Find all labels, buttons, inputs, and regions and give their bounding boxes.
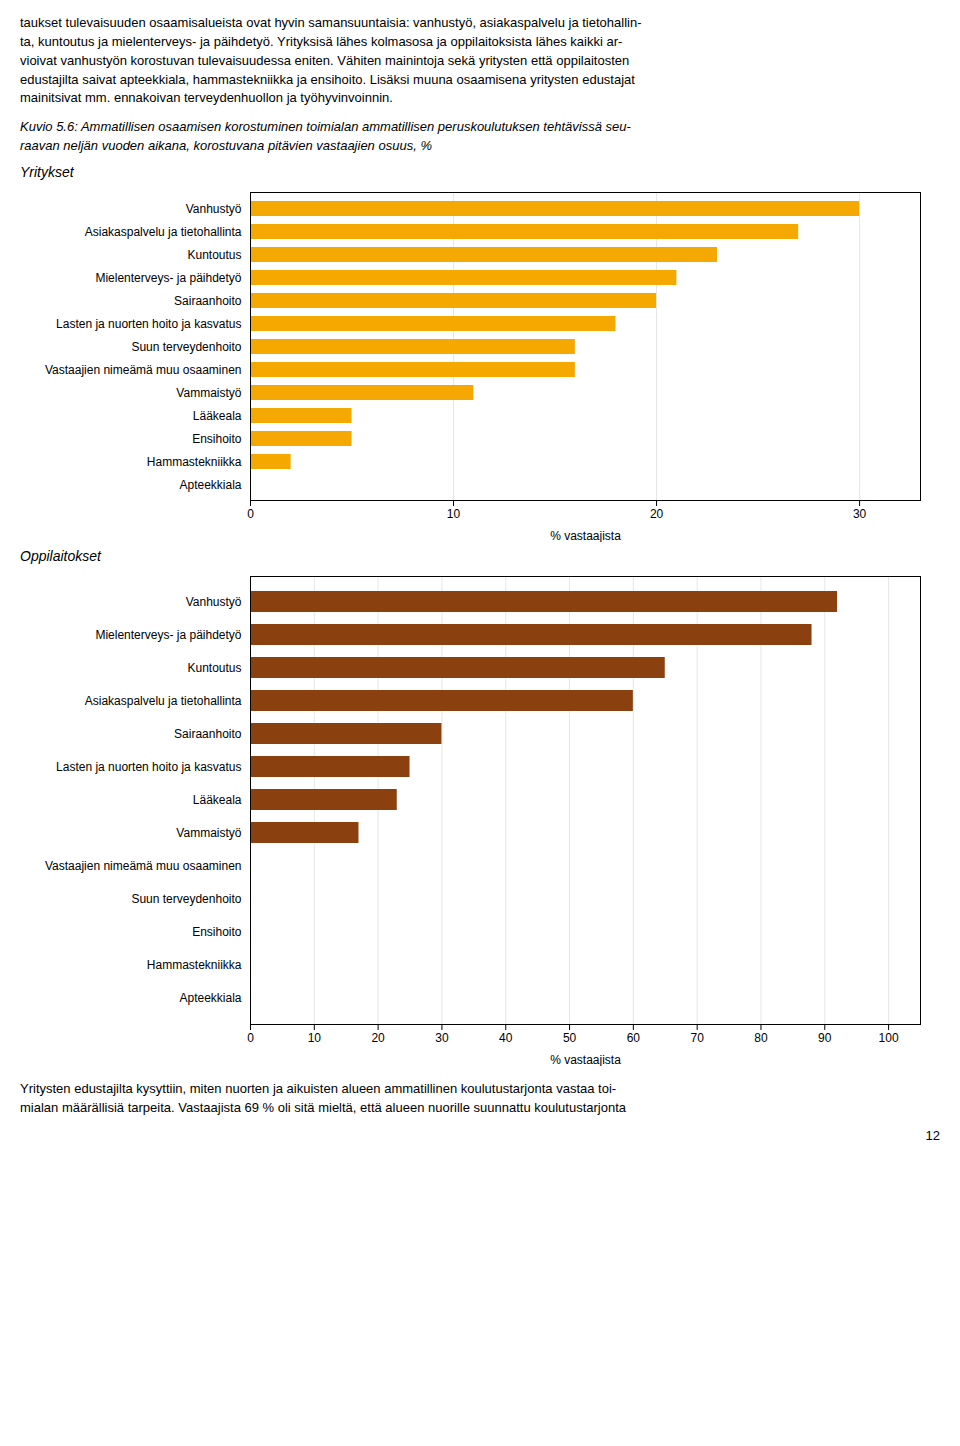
html-text:Yritykset: Yritykset: [20, 163, 74, 180]
svg-text:80: 80: [754, 1031, 768, 1045]
svg-text:90: 90: [818, 1031, 832, 1045]
svg-text:Sairaanhoito: Sairaanhoito: [174, 294, 242, 308]
svg-text:Hammastekniikka: Hammastekniikka: [147, 958, 242, 972]
svg-text:% vastaajista: % vastaajista: [550, 528, 621, 542]
svg-text:Mielenterveys- ja päihdetyö: Mielenterveys- ja päihdetyö: [95, 271, 241, 285]
svg-text:Sairaanhoito: Sairaanhoito: [174, 727, 242, 741]
svg-text:60: 60: [627, 1031, 641, 1045]
svg-text:Vastaajien nimeämä muu osaamin: Vastaajien nimeämä muu osaaminen: [45, 363, 242, 377]
svg-text:10: 10: [308, 1031, 322, 1045]
svg-text:Asiakaspalvelu ja tietohallint: Asiakaspalvelu ja tietohallinta: [85, 694, 242, 708]
svg-text:Vammaistyö: Vammaistyö: [176, 826, 241, 840]
svg-text:100: 100: [879, 1031, 899, 1045]
svg-text:Vastaajien nimeämä muu osaamin: Vastaajien nimeämä muu osaaminen: [45, 859, 242, 873]
svg-text:40: 40: [499, 1031, 513, 1045]
svg-text:Asiakaspalvelu ja tietohallint: Asiakaspalvelu ja tietohallinta: [85, 225, 242, 239]
svg-text:Suun terveydenhoito: Suun terveydenhoito: [131, 340, 241, 354]
svg-text:Lasten ja nuorten hoito ja kas: Lasten ja nuorten hoito ja kasvatus: [56, 760, 241, 774]
svg-text:Ensihoito: Ensihoito: [192, 925, 242, 939]
svg-text:10: 10: [447, 507, 461, 521]
svg-text:70: 70: [690, 1031, 704, 1045]
svg-text:30: 30: [435, 1031, 449, 1045]
html-text:Oppilaitokset: Oppilaitokset: [20, 547, 101, 564]
svg-text:Apteekkiala: Apteekkiala: [179, 991, 241, 1005]
svg-text:Vammaistyö: Vammaistyö: [176, 386, 241, 400]
html-text:taukset tulevaisuuden osaamisa: taukset tulevaisuuden osaamisalueista ov…: [20, 15, 642, 106]
svg-text:30: 30: [853, 507, 867, 521]
svg-text:20: 20: [650, 507, 664, 521]
svg-text:Lasten ja nuorten hoito ja kas: Lasten ja nuorten hoito ja kasvatus: [56, 317, 241, 331]
svg-text:Kuntoutus: Kuntoutus: [187, 248, 241, 262]
svg-text:Vanhustyö: Vanhustyö: [186, 595, 242, 609]
svg-text:0: 0: [247, 1031, 254, 1045]
svg-text:Vanhustyö: Vanhustyö: [186, 202, 242, 216]
html-text:Kuvio 5.6: Ammatillisen osaami: Kuvio 5.6: Ammatillisen osaamisen korost…: [20, 119, 631, 154]
svg-text:% vastaajista: % vastaajista: [550, 1052, 621, 1066]
svg-text:50: 50: [563, 1031, 577, 1045]
svg-text:Kuntoutus: Kuntoutus: [187, 661, 241, 675]
svg-text:0: 0: [247, 507, 254, 521]
svg-text:20: 20: [371, 1031, 385, 1045]
svg-text:Apteekkiala: Apteekkiala: [179, 478, 241, 492]
svg-text:Mielenterveys- ja päihdetyö: Mielenterveys- ja päihdetyö: [95, 628, 241, 642]
svg-text:Lääkeala: Lääkeala: [193, 793, 242, 807]
html-text:12: 12: [925, 1127, 940, 1143]
svg-text:Ensihoito: Ensihoito: [192, 432, 242, 446]
svg-text:Suun terveydenhoito: Suun terveydenhoito: [131, 892, 241, 906]
svg-text:Hammastekniikka: Hammastekniikka: [147, 455, 242, 469]
html-text:Yritysten edustajilta kysyttii: Yritysten edustajilta kysyttiin, miten n…: [20, 1080, 626, 1115]
svg-text:Lääkeala: Lääkeala: [193, 409, 242, 423]
